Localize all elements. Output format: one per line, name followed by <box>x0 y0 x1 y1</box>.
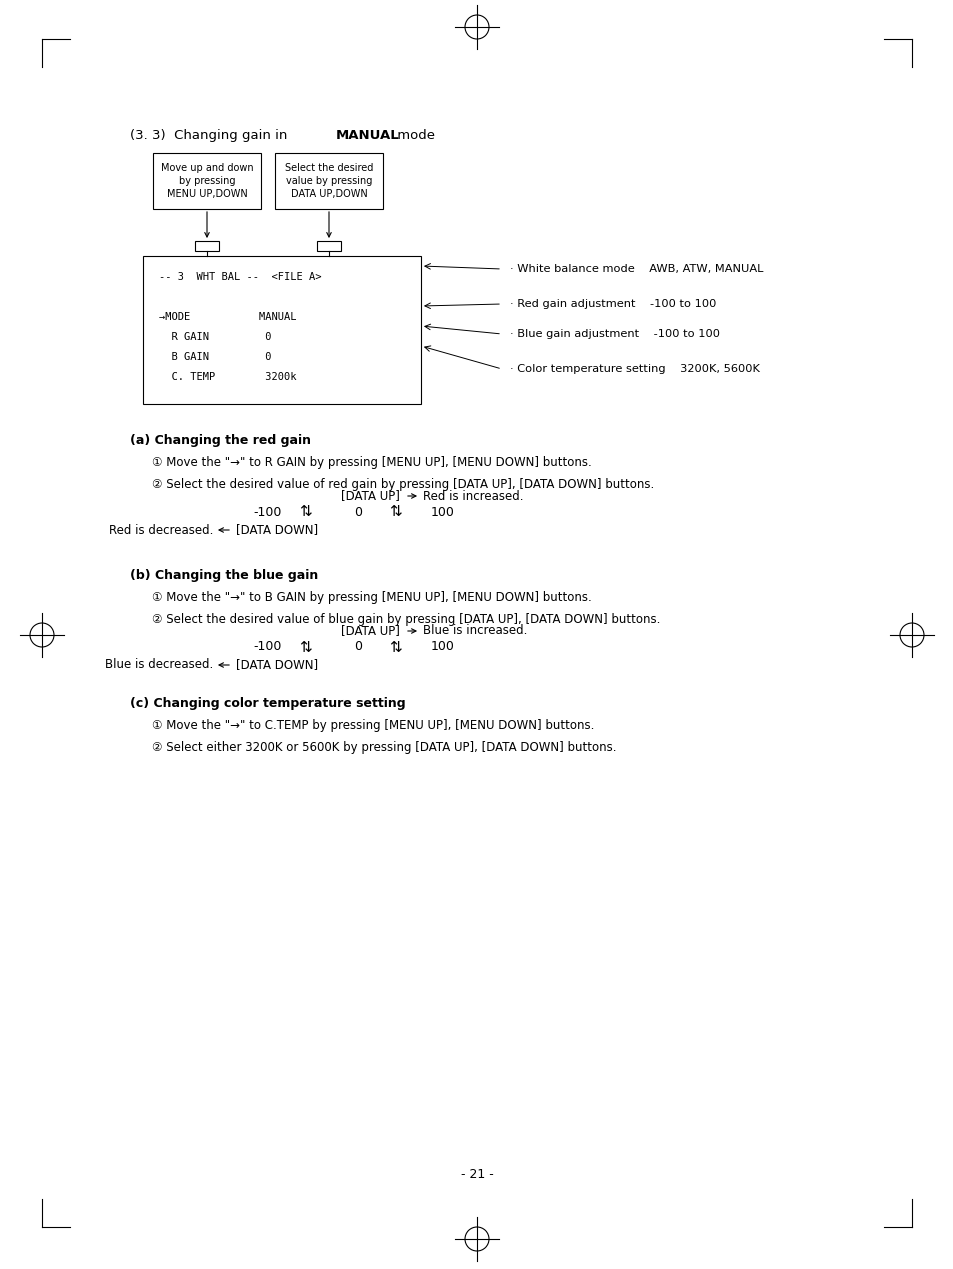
Text: ① Move the "→" to B GAIN by pressing [MENU UP], [MENU DOWN] buttons.: ① Move the "→" to B GAIN by pressing [ME… <box>152 591 591 604</box>
Text: →MODE           MANUAL: →MODE MANUAL <box>159 312 296 322</box>
Text: Blue is increased.: Blue is increased. <box>422 624 527 637</box>
Text: mode: mode <box>393 129 435 142</box>
Text: Select the desired
value by pressing
DATA UP,DOWN: Select the desired value by pressing DAT… <box>285 162 373 199</box>
Text: · Blue gain adjustment    -100 to 100: · Blue gain adjustment -100 to 100 <box>510 329 720 339</box>
Text: Move up and down
by pressing
MENU UP,DOWN: Move up and down by pressing MENU UP,DOW… <box>160 162 253 199</box>
Text: C. TEMP        3200k: C. TEMP 3200k <box>159 372 296 382</box>
Bar <box>194 241 219 251</box>
Text: [DATA UP]: [DATA UP] <box>340 624 399 637</box>
Bar <box>152 154 261 209</box>
Text: ① Move the "→" to C.TEMP by pressing [MENU UP], [MENU DOWN] buttons.: ① Move the "→" to C.TEMP by pressing [ME… <box>152 720 594 732</box>
Text: -100: -100 <box>253 641 282 654</box>
Text: (b) Changing the blue gain: (b) Changing the blue gain <box>130 569 318 582</box>
Text: MANUAL: MANUAL <box>335 129 399 142</box>
Text: -100: -100 <box>253 505 282 519</box>
Text: 0: 0 <box>354 641 361 654</box>
Text: [DATA UP]: [DATA UP] <box>340 490 399 503</box>
Text: ⇅: ⇅ <box>389 640 402 655</box>
Text: ⇅: ⇅ <box>299 640 312 655</box>
Text: · White balance mode    AWB, ATW, MANUAL: · White balance mode AWB, ATW, MANUAL <box>510 264 762 274</box>
Text: (c) Changing color temperature setting: (c) Changing color temperature setting <box>130 697 405 709</box>
Text: ② Select the desired value of red gain by pressing [DATA UP], [DATA DOWN] button: ② Select the desired value of red gain b… <box>152 478 654 491</box>
Text: ① Move the "→" to R GAIN by pressing [MENU UP], [MENU DOWN] buttons.: ① Move the "→" to R GAIN by pressing [ME… <box>152 456 591 470</box>
Text: 100: 100 <box>431 505 455 519</box>
Text: · Color temperature setting    3200K, 5600K: · Color temperature setting 3200K, 5600K <box>510 364 760 374</box>
Bar <box>143 256 420 404</box>
Text: ② Select either 3200K or 5600K by pressing [DATA UP], [DATA DOWN] buttons.: ② Select either 3200K or 5600K by pressi… <box>152 741 616 754</box>
Text: (3. 3)  Changing gain in: (3. 3) Changing gain in <box>130 129 292 142</box>
Text: R GAIN         0: R GAIN 0 <box>159 332 272 343</box>
Bar <box>274 154 382 209</box>
Text: [DATA DOWN]: [DATA DOWN] <box>235 524 317 537</box>
Text: [DATA DOWN]: [DATA DOWN] <box>235 659 317 671</box>
Text: ⇅: ⇅ <box>299 505 312 519</box>
Text: ② Select the desired value of blue gain by pressing [DATA UP], [DATA DOWN] butto: ② Select the desired value of blue gain … <box>152 613 659 626</box>
Text: (a) Changing the red gain: (a) Changing the red gain <box>130 434 311 447</box>
Bar <box>316 241 340 251</box>
Text: Blue is decreased.: Blue is decreased. <box>105 659 213 671</box>
Text: ⇅: ⇅ <box>389 505 402 519</box>
Text: -- 3  WHT BAL --  <FILE A>: -- 3 WHT BAL -- <FILE A> <box>159 272 321 282</box>
Text: · Red gain adjustment    -100 to 100: · Red gain adjustment -100 to 100 <box>510 299 716 308</box>
Text: Red is decreased.: Red is decreased. <box>109 524 213 537</box>
Text: B GAIN         0: B GAIN 0 <box>159 352 272 362</box>
Text: 100: 100 <box>431 641 455 654</box>
Text: Red is increased.: Red is increased. <box>422 490 523 503</box>
Text: 0: 0 <box>354 505 361 519</box>
Text: - 21 -: - 21 - <box>460 1167 493 1180</box>
